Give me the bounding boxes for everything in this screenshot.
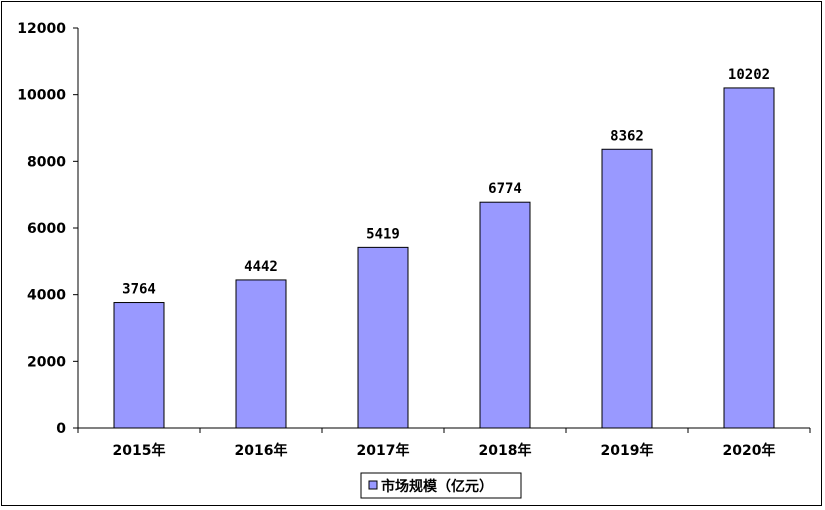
data-label: 10202	[728, 67, 770, 83]
x-category-label: 2017年	[357, 442, 410, 459]
bar	[723, 87, 775, 429]
legend-series-label: 市场规模（亿元）	[381, 478, 493, 495]
data-labels: 3764 4442 5419 6774 8362 10202	[122, 67, 770, 298]
x-category-label: 2020年	[723, 442, 776, 459]
y-tick-label: 8000	[27, 154, 66, 170]
y-tick-label: 0	[56, 421, 66, 437]
data-label: 3764	[122, 282, 156, 298]
legend: 市场规模（亿元）	[360, 472, 522, 499]
y-axis: 0 2000 4000 6000 8000 10000 12000	[17, 21, 79, 437]
bar	[479, 201, 531, 429]
x-axis: 2015年 2016年 2017年 2018年 2019年 2020年	[77, 427, 811, 459]
y-tick-label: 4000	[27, 288, 66, 304]
bar	[601, 148, 653, 429]
x-category-label: 2018年	[479, 442, 532, 459]
data-label: 6774	[488, 181, 522, 197]
legend-swatch	[368, 480, 378, 490]
x-category-label: 2019年	[601, 442, 654, 459]
data-label: 4442	[244, 259, 278, 275]
y-tick-label: 6000	[27, 221, 66, 237]
x-category-label: 2016年	[235, 442, 288, 459]
data-label: 5419	[366, 226, 400, 242]
x-category-label: 2015年	[113, 442, 166, 459]
data-label: 8362	[610, 128, 644, 144]
bar	[357, 246, 409, 429]
y-tick-label: 2000	[27, 354, 66, 370]
bar	[235, 279, 287, 429]
y-tick-label: 12000	[17, 21, 66, 37]
legend-box	[360, 472, 522, 499]
y-tick-label: 10000	[17, 88, 66, 104]
bar	[113, 302, 165, 429]
bars	[113, 87, 775, 429]
